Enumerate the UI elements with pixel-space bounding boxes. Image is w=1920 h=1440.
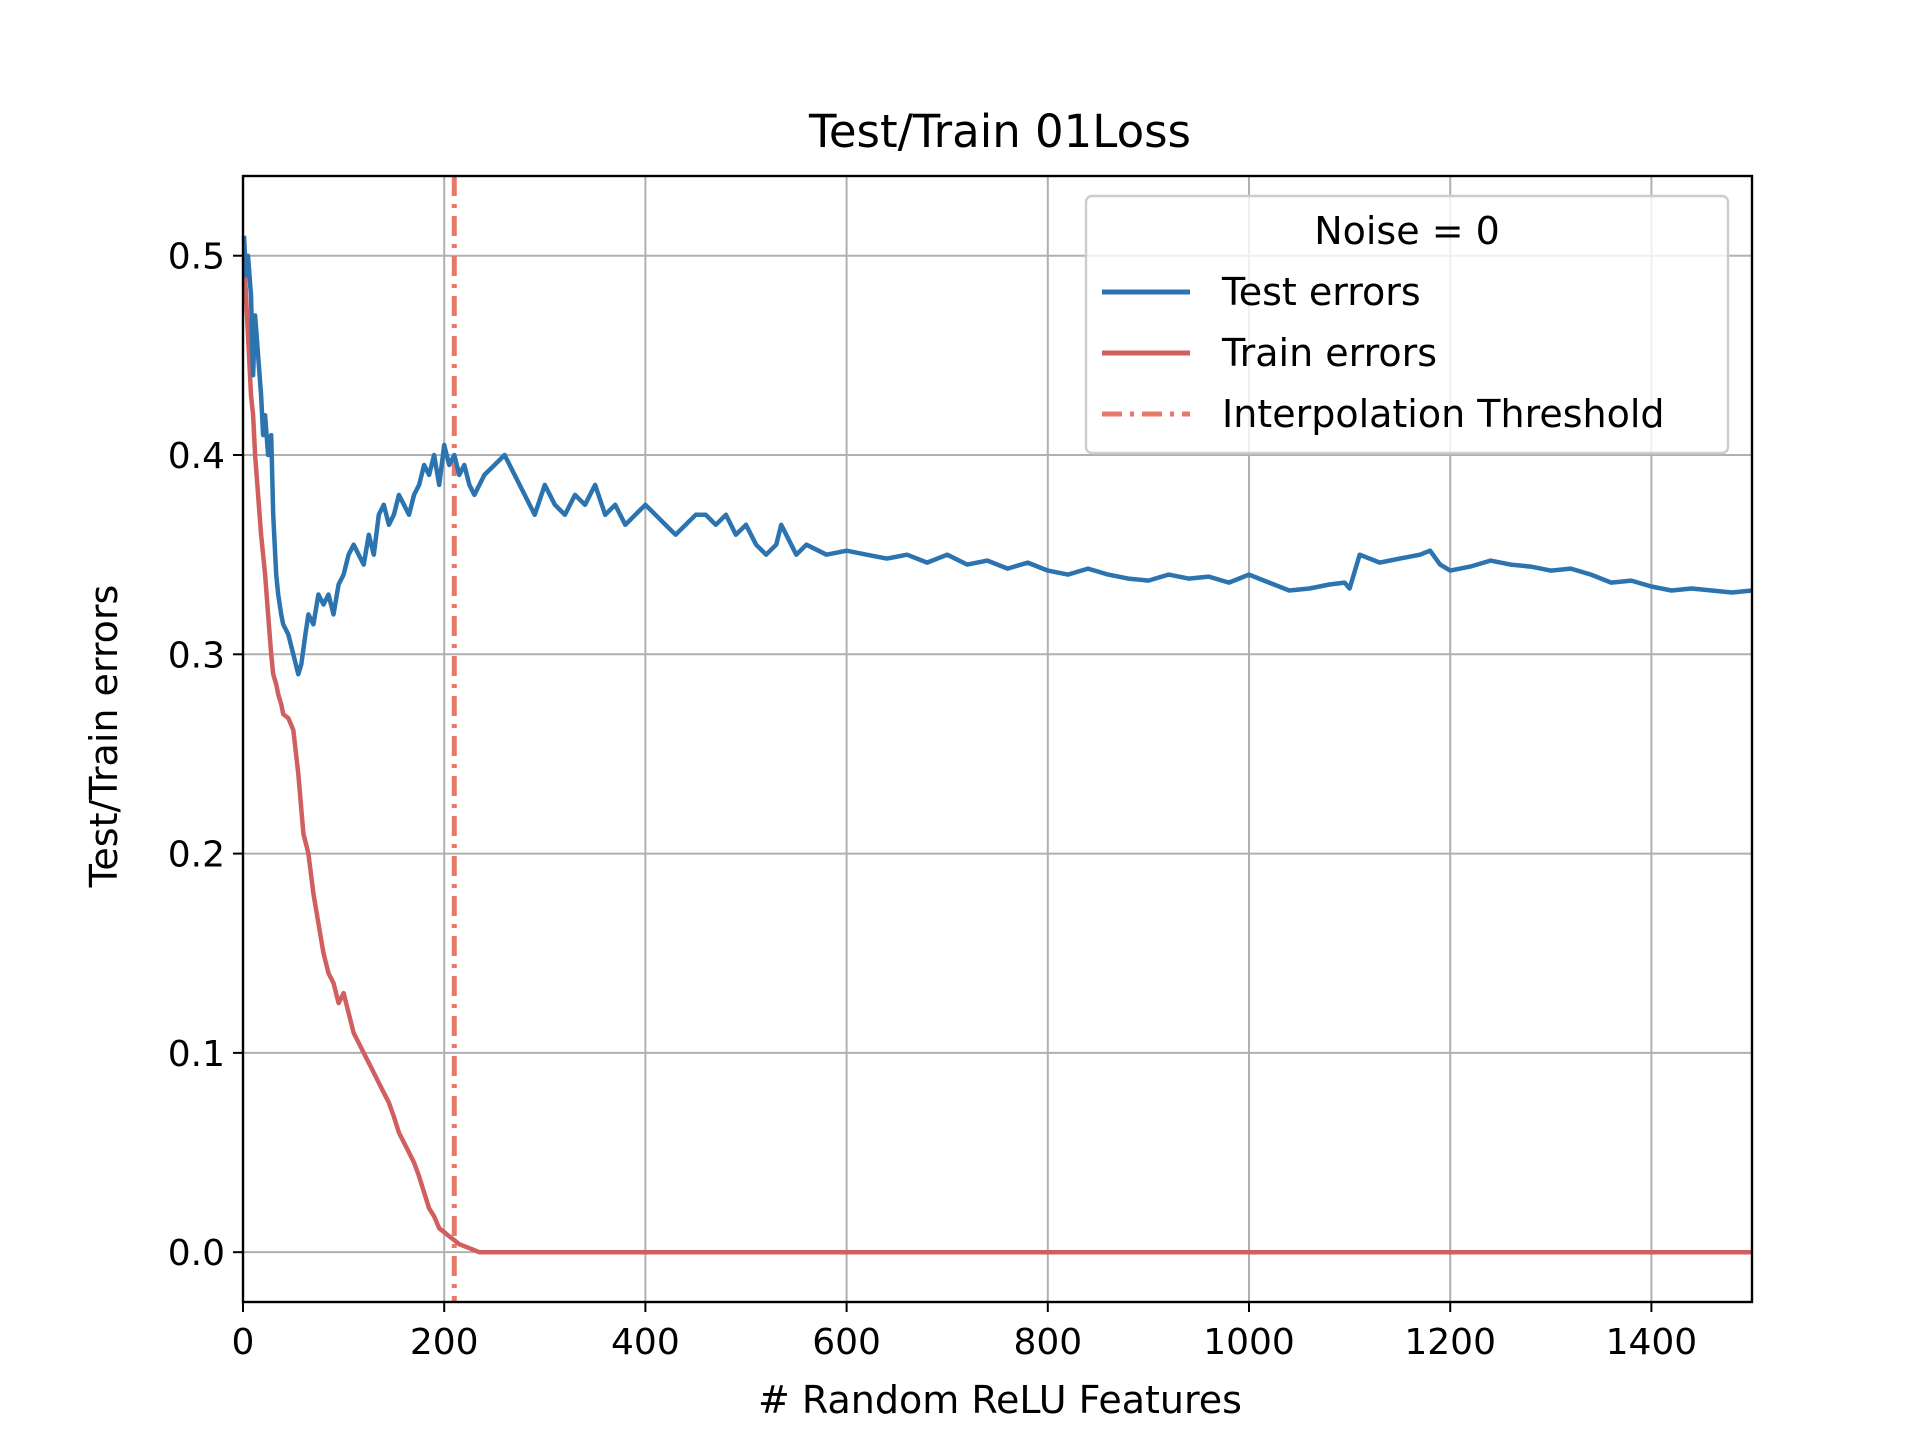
y-tick-label: 0.3 — [168, 635, 225, 676]
x-tick-label: 800 — [1013, 1322, 1082, 1363]
test-errors-line — [241, 235, 1753, 677]
y-tick-label: 0.2 — [168, 835, 225, 876]
legend-label-interpolation-threshold: Interpolation Threshold — [1222, 392, 1665, 436]
y-tick-label: 0.1 — [168, 1034, 225, 1075]
y-tick-label: 0.0 — [168, 1233, 225, 1274]
x-axis-label: # Random ReLU Features — [758, 1378, 1242, 1422]
x-tick-label: 0 — [232, 1322, 255, 1363]
legend-label-train-errors: Train errors — [1221, 331, 1437, 375]
plot-lines — [241, 176, 1753, 1302]
chart-title: Test/Train 01Loss — [808, 105, 1191, 158]
legend-box — [1084, 194, 1730, 455]
x-tick-label: 600 — [812, 1322, 881, 1363]
legend: Noise = 0 Test errors Train errors Inter… — [1084, 194, 1730, 455]
x-tick-label: 1400 — [1606, 1322, 1698, 1363]
legend-label-test-errors: Test errors — [1221, 270, 1421, 314]
legend-title: Noise = 0 — [1314, 209, 1500, 253]
y-tick-label: 0.4 — [168, 436, 225, 477]
x-tick-label: 200 — [410, 1322, 479, 1363]
train-errors-line — [241, 255, 1752, 1255]
y-tick-label: 0.5 — [168, 237, 225, 278]
plot-area-frame — [241, 174, 1754, 1304]
x-tick-label: 1200 — [1404, 1322, 1496, 1363]
x-tick-label: 1000 — [1203, 1322, 1295, 1363]
x-tick-label: 400 — [611, 1322, 680, 1363]
y-axis-label: Test/Train errors — [82, 585, 126, 889]
axis-ticks: 0 200 400 600 800 1000 1200 1400 0.0 0.1 0.2 0.3 0.4… — [168, 237, 1697, 1363]
